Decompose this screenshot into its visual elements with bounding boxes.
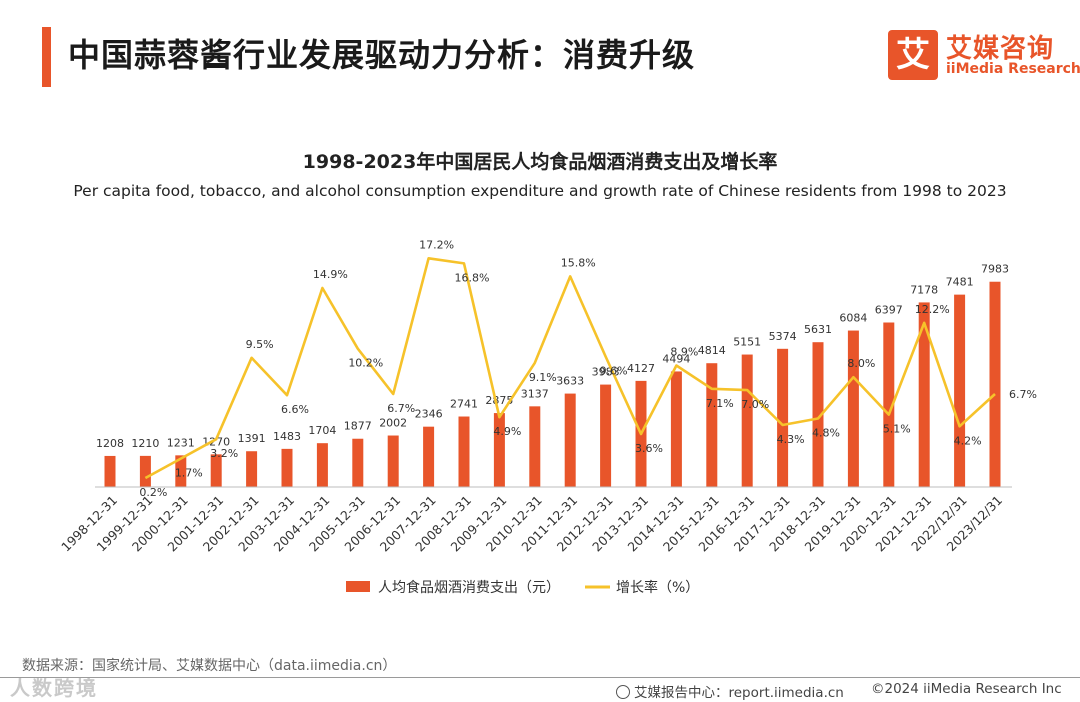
growth-value-label: 9.5% (246, 338, 274, 351)
growth-value-label: 4.8% (812, 427, 840, 440)
bar-value-label: 2741 (450, 398, 478, 411)
footer-divider (0, 677, 1080, 678)
bar-value-label: 3633 (556, 375, 584, 388)
iimedia-logo: 艾 艾媒咨询 iiMedia Research (888, 30, 1080, 80)
bar-2001-12-31 (210, 454, 222, 487)
bar-2022/12/31 (954, 294, 966, 487)
bar-2004-12-31 (316, 443, 328, 487)
bar-value-label: 2875 (485, 394, 513, 407)
bar-2002-12-31 (246, 451, 258, 487)
bar-1998-12-31 (104, 455, 116, 487)
bar-value-label: 1231 (167, 436, 195, 449)
growth-value-label: 1.7% (175, 467, 203, 480)
growth-value-label: 4.2% (954, 434, 982, 447)
bar-2019-12-31 (847, 330, 859, 487)
logo-cn-text: 艾媒咨询 (946, 34, 1055, 64)
growth-value-label: 4.9% (493, 425, 521, 438)
bar-2008-12-31 (458, 416, 470, 487)
watermark: 人数跨境 (10, 676, 98, 700)
bar-value-label: 7983 (981, 263, 1009, 276)
bar-2006-12-31 (387, 435, 399, 487)
growth-value-label: 9.1% (529, 371, 557, 384)
bar-value-label: 1210 (131, 437, 159, 450)
growth-value-label: 5.1% (883, 423, 911, 436)
footer-report-text: 艾媒报告中心：report.iimedia.cn (634, 685, 844, 701)
bar-value-label: 4494 (662, 352, 690, 365)
bar-2020-12-31 (883, 322, 895, 487)
bar-2021-12-31 (918, 302, 930, 487)
bar-2015-12-31 (706, 363, 718, 487)
bar-value-label: 4127 (627, 362, 655, 375)
bar-2023/12/31 (989, 281, 1001, 487)
logo-mark: 艾 (888, 30, 938, 80)
bar-2007-12-31 (423, 426, 435, 487)
bar-value-label: 7178 (910, 283, 938, 296)
bar-2010-12-31 (529, 406, 541, 487)
growth-value-label: 14.9% (313, 268, 348, 281)
growth-value-label: 8.9% (670, 346, 698, 359)
bar-1999-12-31 (139, 455, 151, 487)
bar-value-label: 1704 (308, 424, 336, 437)
bar-value-label: 6397 (875, 304, 903, 317)
title-accent-bar (42, 27, 51, 87)
data-source: 数据来源：国家统计局、艾媒数据中心（data.iimedia.cn） (22, 658, 397, 674)
growth-value-label: 7.0% (741, 398, 769, 411)
bar-value-label: 2002 (379, 417, 407, 430)
chart-subtitle: Per capita food, tobacco, and alcohol co… (73, 182, 1007, 200)
bar-2018-12-31 (812, 342, 824, 487)
bar-2011-12-31 (564, 393, 576, 487)
bar-2017-12-31 (777, 348, 789, 487)
legend-line-label: 增长率（%） (616, 579, 699, 596)
bar-2012-12-31 (600, 384, 612, 487)
chart-title: 1998-2023年中国居民人均食品烟酒消费支出及增长率 (302, 151, 778, 173)
bar-2003-12-31 (281, 448, 293, 487)
growth-value-label: 16.8% (455, 271, 490, 284)
legend-bar-swatch (346, 581, 370, 592)
growth-value-label: 12.2% (915, 303, 950, 316)
bar-value-label: 5151 (733, 336, 761, 349)
bar-value-label: 1208 (96, 437, 124, 450)
growth-value-label: 9.6% (600, 364, 628, 377)
bar-value-label: 6084 (839, 312, 867, 325)
legend-bar-label: 人均食品烟酒消费支出（元） (378, 579, 560, 596)
bar-value-label: 1270 (202, 435, 230, 448)
logo-en-text: iiMedia Research (946, 61, 1080, 77)
bar-2000-12-31 (175, 455, 187, 487)
bar-2005-12-31 (352, 438, 364, 487)
growth-value-label: 7.1% (706, 397, 734, 410)
bar-value-label: 1877 (344, 420, 372, 433)
growth-value-label: 6.7% (387, 402, 415, 415)
bar-value-label: 4814 (698, 344, 726, 357)
growth-value-label: 6.6% (281, 403, 309, 416)
bar-value-label: 5374 (769, 330, 797, 343)
growth-value-label: 3.2% (210, 447, 238, 460)
bar-value-label: 5631 (804, 323, 832, 336)
bar-2016-12-31 (741, 354, 753, 487)
bar-2009-12-31 (493, 413, 505, 487)
growth-value-label: 0.2% (139, 486, 167, 499)
footer-copyright: ©2024 iiMedia Research Inc (871, 681, 1062, 697)
bar-value-label: 1483 (273, 430, 301, 443)
growth-value-label: 6.7% (1009, 388, 1037, 401)
growth-value-label: 17.2% (419, 238, 454, 251)
bar-value-label: 3137 (521, 387, 549, 400)
bar-value-label: 7481 (946, 276, 974, 289)
growth-rate-line (144, 256, 996, 480)
bar-2014-12-31 (670, 371, 682, 487)
growth-value-label: 4.3% (777, 433, 805, 446)
page-title: 中国蒜蓉酱行业发展驱动力分析：消费升级 (68, 36, 696, 74)
globe-icon (616, 685, 630, 699)
growth-value-label: 3.6% (635, 442, 663, 455)
growth-value-label: 8.0% (847, 357, 875, 370)
bar-value-label: 1391 (238, 432, 266, 445)
growth-value-label: 10.2% (348, 357, 383, 370)
footer-report-center: 艾媒报告中心：report.iimedia.cn (616, 681, 844, 701)
growth-value-label: 15.8% (561, 256, 596, 269)
bar-value-label: 2346 (415, 408, 443, 421)
